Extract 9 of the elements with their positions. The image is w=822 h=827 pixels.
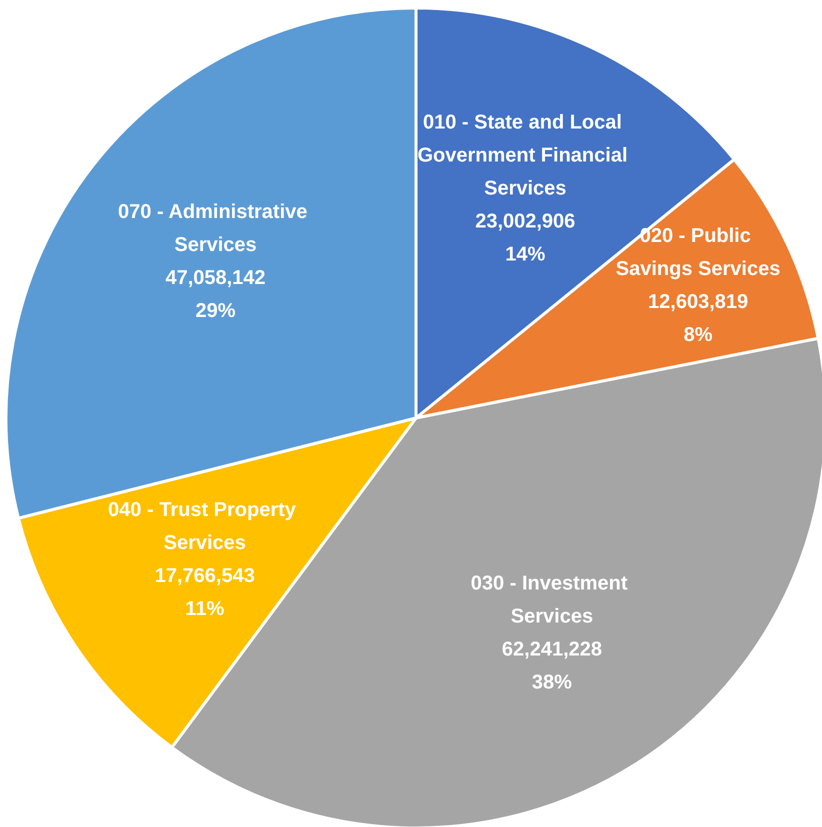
data-label: 47,058,142 29%	[165, 267, 266, 322]
slice-label: 040 - Trust Property Services	[108, 498, 302, 554]
data-label: 12,603,819 8%	[648, 291, 748, 346]
data-label: 23,002,906 14%	[475, 210, 576, 266]
slice-label: 070 - Administrative Services	[118, 201, 313, 256]
data-label: 17,766,543 11%	[154, 564, 255, 620]
slice-label: 010 - State and Local Government Financial Services	[417, 111, 634, 200]
slice-label: 030 - Investment Services	[470, 572, 634, 628]
data-label: 62,241,228 38%	[502, 638, 602, 694]
